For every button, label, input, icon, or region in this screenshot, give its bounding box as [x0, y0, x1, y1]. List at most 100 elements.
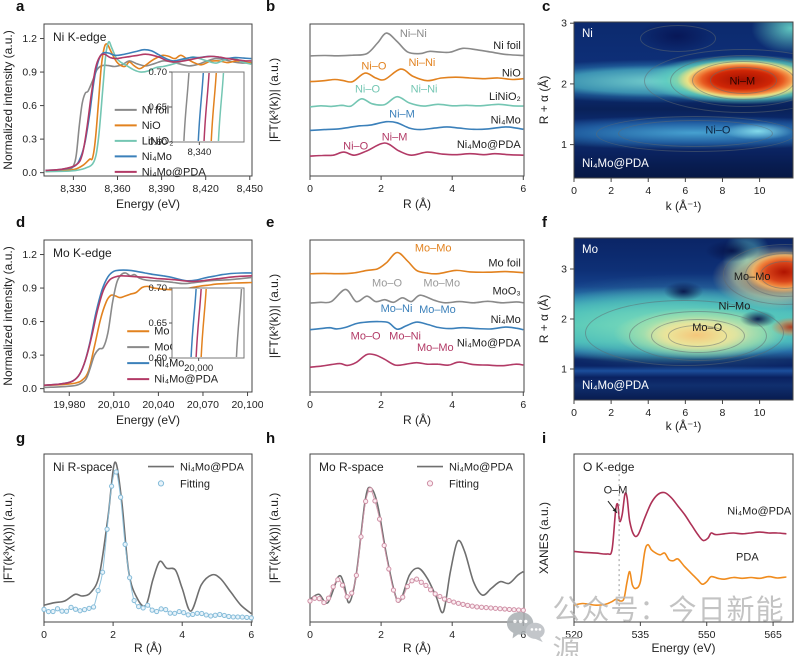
plot-text: Mo K-edge	[53, 246, 112, 260]
inset-edge-line	[203, 72, 210, 142]
plot-text: 10	[754, 185, 766, 197]
plot-text: 4	[449, 629, 455, 641]
plot-frame	[309, 239, 525, 393]
fit-marker	[208, 613, 214, 619]
plot-text: NiO	[142, 120, 161, 132]
fit-marker	[90, 604, 97, 610]
plot-text: 0.6	[22, 316, 37, 328]
plot-text: 8,330	[60, 183, 86, 195]
fit-marker	[418, 579, 424, 585]
plot-text: 535	[632, 629, 650, 641]
fit-marker	[516, 607, 522, 613]
plot-text: 8,390	[148, 183, 174, 195]
fit-marker	[81, 607, 88, 613]
wavelet-sample-label: Ni₄Mo@PDA	[582, 158, 649, 170]
curve-NiO	[309, 68, 524, 83]
plot-text: 3	[561, 18, 567, 30]
fit-marker	[367, 487, 373, 493]
fit-marker	[86, 605, 92, 611]
plot-text: Energy (eV)	[116, 197, 180, 211]
plot-text: 4	[645, 407, 651, 419]
plot-text: 20,100	[231, 399, 263, 411]
plot-text: R (Å)	[403, 196, 431, 211]
curve-Ni₄Mo@PDA	[43, 461, 252, 615]
curve-NiO	[45, 43, 252, 173]
fit-marker	[330, 584, 336, 590]
plot-area-ni-wavelet: 0 2 4 6 8 10 1 2 3 Ni–M Ni–O k (Å⁻¹) R + α (Å)	[536, 0, 799, 216]
plot-text: 0.60	[149, 353, 168, 364]
plot-text: 0.60	[149, 137, 168, 148]
plot-text: 1	[561, 364, 567, 376]
plot-text: O–M	[604, 484, 628, 496]
plot-text: 20,040	[142, 399, 174, 411]
fit-marker	[390, 587, 397, 593]
fit-marker	[203, 612, 209, 618]
fit-marker	[181, 610, 187, 616]
fit-marker	[163, 607, 169, 613]
inset-edge-line	[200, 288, 207, 358]
fit-marker	[118, 494, 124, 500]
plot-text: R (Å)	[403, 412, 431, 427]
plot-text: Ni–M	[729, 75, 755, 87]
plot-text: 2	[378, 183, 384, 195]
plot-text: Mo–O	[692, 322, 722, 334]
plot-text: Mo–O	[351, 331, 381, 343]
plot-area-ni-exafs: 0 2 4 6 Ni–Ni Ni foil Ni–O Ni–Ni NiO Ni–O Ni–Ni LiN…	[264, 0, 536, 216]
fit-marker	[230, 614, 236, 620]
fit-marker	[316, 596, 322, 602]
panel-b: b 0 2 4 6 Ni–Ni Ni foil Ni–O Ni–Ni NiO Ni–O Ni–Ni L…	[264, 0, 536, 216]
curve-Ni₄Mo@PDA	[309, 142, 524, 157]
plot-text: R + α (Å)	[536, 76, 551, 125]
fit-marker	[423, 582, 429, 589]
fit-marker	[474, 604, 480, 610]
plot-text: Ni₄Mo@PDA	[727, 505, 792, 517]
fit-marker	[386, 566, 392, 572]
plot-text: 520	[565, 629, 583, 641]
plot-area-mo-r-space-fit: 0 2 4 6 Mo R-space Ni₄Mo@PDA Fitting R (Å) |FT(k…	[264, 432, 682, 656]
plot-text: Energy (eV)	[651, 641, 715, 655]
panel-svg-b: 0 2 4 6 Ni–Ni Ni foil Ni–O Ni–Ni NiO Ni–O Ni–Ni LiN…	[267, 23, 526, 211]
panel-h: h 0 2 4 6 Mo R-space Ni₄Mo@PDA Fitting R (Å) |FT…	[264, 430, 682, 656]
fit-marker	[432, 591, 438, 597]
fit-marker	[95, 588, 101, 594]
curve-Ni₄Mo@PDA	[43, 274, 253, 387]
curve-Ni₄Mo@PDA	[309, 353, 524, 369]
plot-text: |FT(k³(k))| (a.u.)	[267, 274, 281, 358]
plot-text: 8,340	[187, 147, 211, 158]
panel-svg-a: 8,330 8,360 8,390 8,420 8,450 0.0 0.3 0.6 0.9 1.2…	[1, 23, 263, 211]
plot-text: Ni–M	[382, 131, 408, 143]
panel-i: i 520 535 550 565 O K-edge O–M Ni₄Mo@PDA PDA Ene…	[536, 430, 799, 656]
plot-text: 2	[110, 629, 116, 641]
plot-text: PDA	[736, 552, 759, 564]
plot-text: |FT(k³χ(k))| (a.u.)	[1, 493, 15, 584]
fit-marker	[226, 613, 232, 620]
fit-marker	[478, 604, 485, 610]
curve-Ni foil	[309, 32, 524, 57]
fit-marker	[404, 583, 410, 590]
plot-frame	[43, 23, 253, 177]
plot-text: Ni–Ni	[411, 83, 438, 95]
plot-text: Ni₄Mo	[142, 151, 172, 163]
fit-marker	[441, 596, 448, 602]
plot-text: Mo–Mo	[415, 242, 452, 254]
plot-text: Ni–O	[343, 140, 369, 152]
fit-marker	[131, 597, 137, 604]
plot-text: Ni₄Mo@PDA	[457, 139, 522, 151]
plot-text: 4	[449, 183, 455, 195]
panel-letter-e: e	[266, 214, 275, 231]
fit-marker	[427, 587, 434, 593]
plot-text: 6	[520, 629, 526, 641]
fit-marker	[414, 576, 420, 582]
fit-marker	[104, 526, 110, 532]
curve-LiNiO₂	[309, 95, 524, 108]
fit-marker	[335, 577, 341, 583]
plot-text: 0.0	[22, 167, 37, 179]
fit-marker	[212, 612, 218, 618]
plot-text: 4	[449, 399, 455, 411]
plot-text: Ni–O	[705, 125, 731, 137]
panel-letter-g: g	[16, 430, 26, 447]
plot-frame	[573, 453, 794, 623]
fit-marker	[221, 612, 227, 619]
panel-letter-f: f	[542, 214, 547, 231]
inset-edge-line	[210, 72, 218, 142]
